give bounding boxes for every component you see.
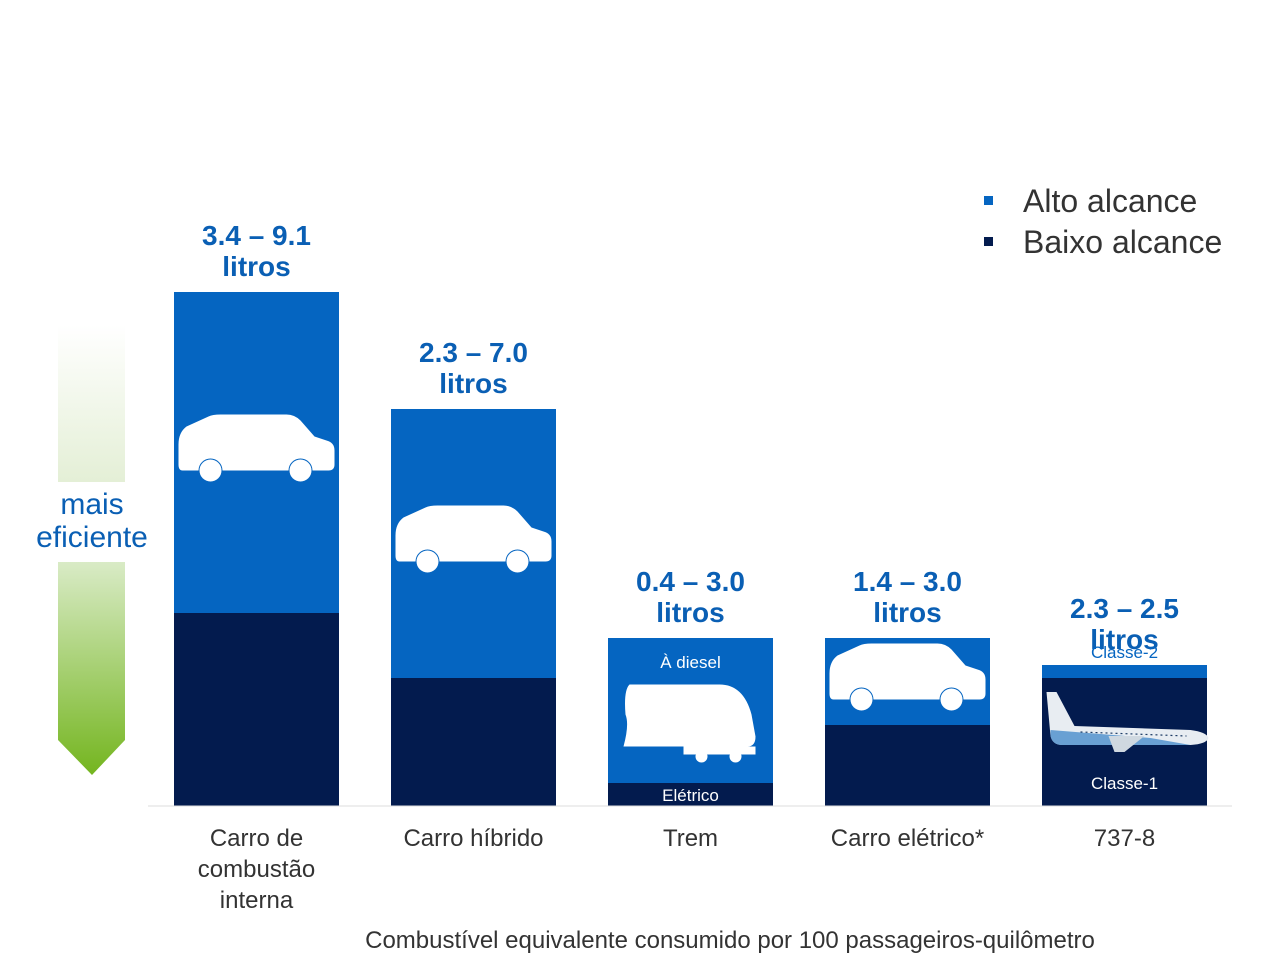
range-label: litros [873, 597, 941, 628]
train-wheel [729, 750, 742, 763]
category-label: Carro de [210, 825, 303, 852]
car-wheel-front [850, 688, 873, 711]
efficiency-arrow-top [58, 325, 125, 482]
range-label: 0.4 – 3.0 [636, 566, 745, 597]
category-label: interna [220, 887, 294, 914]
efficiency-arrow [58, 325, 125, 775]
train-icon [623, 684, 756, 763]
legend-label-low: Baixo alcance [1023, 224, 1222, 260]
category-label: 737-8 [1094, 825, 1155, 852]
range-label: litros [439, 368, 507, 399]
car-icon [829, 643, 986, 711]
car-body [395, 505, 552, 562]
car-body [829, 643, 986, 700]
legend-swatch-high [984, 196, 993, 205]
category-label: Carro elétrico* [831, 825, 984, 852]
range-label: litros [656, 597, 724, 628]
car-body [178, 414, 335, 471]
efficiency-label-line1: mais [60, 488, 123, 521]
car-wheel-rear [506, 550, 529, 573]
range-label: 3.4 – 9.1 [202, 220, 311, 251]
inner-label-low: Elétrico [662, 786, 719, 805]
train-wheel [695, 750, 708, 763]
legend: Alto alcance Baixo alcance [984, 183, 1222, 260]
range-label: 2.3 – 7.0 [419, 337, 528, 368]
efficiency-label-line2: eficiente [36, 521, 148, 554]
bar-low-range [391, 678, 556, 806]
range-label: 1.4 – 3.0 [853, 566, 962, 597]
car-icon [178, 414, 335, 482]
car-wheel-front [416, 550, 439, 573]
inner-label-low: Classe-1 [1091, 774, 1158, 793]
car-wheel-rear [289, 459, 312, 482]
legend-label-high: Alto alcance [1023, 183, 1197, 219]
inner-label-high: Classe-2 [1091, 643, 1158, 662]
airplane-wing [1108, 736, 1145, 752]
range-label: 2.3 – 2.5 [1070, 593, 1179, 624]
car-icon [395, 505, 552, 573]
train-body [623, 684, 756, 747]
category-label: Trem [663, 825, 718, 852]
bar-low-range [825, 725, 990, 806]
bar-low-range [174, 613, 339, 806]
inner-label-high: À diesel [660, 653, 720, 672]
range-label: litros [1090, 624, 1158, 655]
category-label: Carro híbrido [403, 825, 543, 852]
category-label: combustão [198, 856, 315, 883]
efficiency-arrow-bottom [58, 562, 125, 775]
range-label: litros [222, 251, 290, 282]
car-wheel-rear [940, 688, 963, 711]
car-wheel-front [199, 459, 222, 482]
airplane-icon [1046, 692, 1209, 752]
legend-swatch-low [984, 237, 993, 246]
train-bogie [683, 746, 756, 755]
x-axis-title: Combustível equivalente consumido por 10… [365, 927, 1095, 954]
bar-low-range [608, 783, 773, 806]
